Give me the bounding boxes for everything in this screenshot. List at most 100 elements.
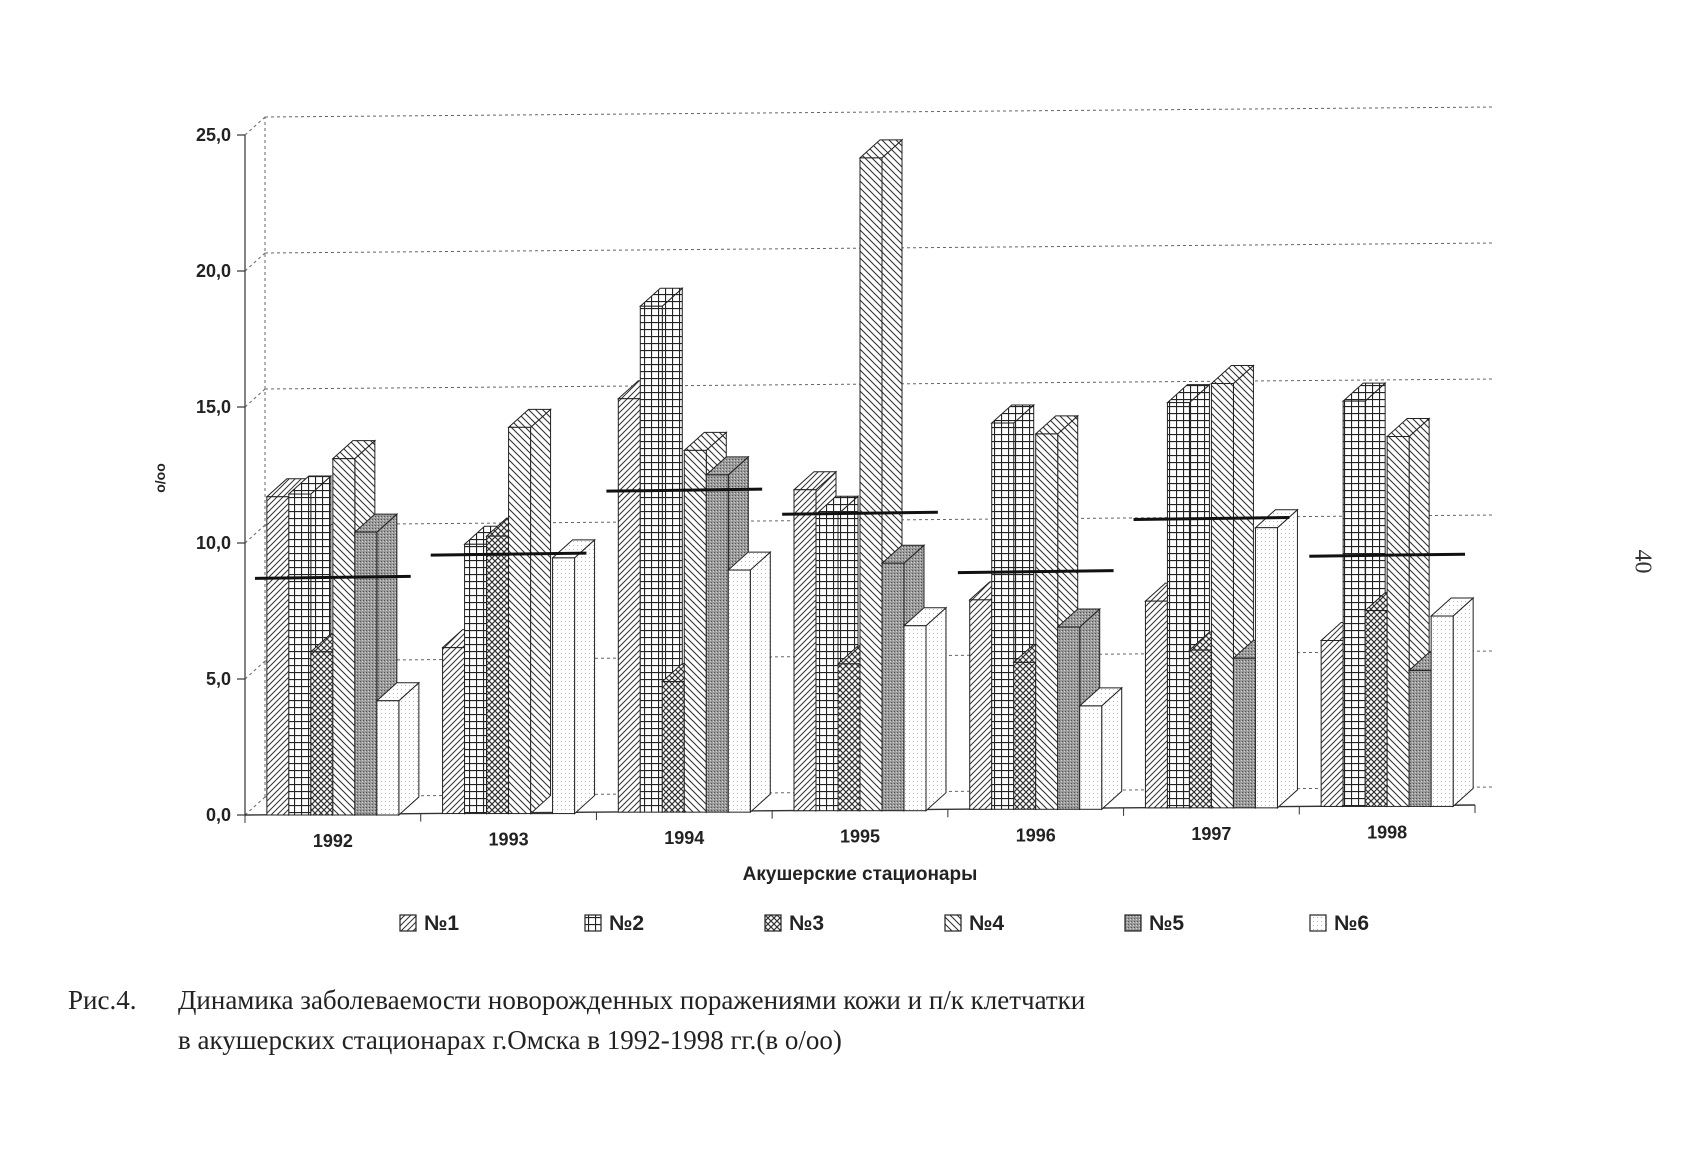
average-line — [1133, 516, 1290, 522]
bar-front — [705, 474, 729, 813]
legend-item: №4 — [944, 912, 1004, 935]
x-tick-label: 1997 — [1191, 824, 1231, 844]
legend-item: №3 — [764, 912, 824, 935]
legend-item: №5 — [1124, 912, 1184, 935]
bar-front — [1079, 705, 1103, 810]
legend: №1 №2 №3 №4 №5 №6 — [399, 912, 1369, 935]
bar-front — [661, 681, 685, 813]
legend-item: №1 — [399, 912, 459, 935]
bar-front — [310, 651, 334, 816]
legend-label: №1 — [424, 912, 459, 935]
average-line — [1309, 552, 1466, 558]
grid-line — [264, 106, 1496, 118]
bar-front — [815, 513, 839, 812]
bar-front — [903, 625, 927, 812]
average-line — [430, 551, 587, 557]
bar-front — [1057, 626, 1081, 810]
bar-front — [1144, 600, 1168, 809]
legend-item: №2 — [584, 912, 644, 935]
bar — [1078, 686, 1124, 811]
bar — [1254, 508, 1299, 809]
legend-label: №4 — [969, 912, 1004, 935]
legend-swatch — [1309, 914, 1327, 932]
bar-front — [639, 305, 663, 813]
bar-front — [837, 663, 861, 812]
grid-line-side — [244, 388, 266, 408]
page-number: 40 — [1629, 549, 1656, 574]
bar-front — [683, 449, 707, 813]
x-tick-label: 1993 — [489, 830, 529, 850]
bar-front — [464, 543, 488, 815]
grid-line-side — [244, 252, 266, 272]
legend-label: №2 — [609, 912, 644, 935]
average-line — [957, 569, 1114, 575]
grid-line-side — [244, 524, 266, 544]
caption-line-2: в акушерских стационарах г.Омска в 1992-… — [178, 1025, 842, 1055]
bar-front — [442, 647, 466, 815]
bar-front — [1364, 610, 1388, 807]
y-tick-label: 25,0 — [196, 125, 231, 145]
bars — [265, 138, 1475, 817]
bar-front — [508, 426, 532, 815]
bar — [551, 538, 596, 815]
bar-front — [1035, 433, 1059, 810]
bar-side — [1101, 686, 1123, 811]
y-axis-title: o/oo — [152, 463, 168, 493]
bar-front — [552, 557, 576, 815]
legend-swatch — [584, 914, 602, 932]
bar — [726, 550, 772, 814]
bar-front — [1210, 383, 1234, 809]
x-tick-label: 1992 — [313, 831, 353, 851]
legend-label: №3 — [789, 912, 824, 935]
average-line — [606, 487, 763, 493]
average-lines — [254, 487, 1466, 580]
axis-labels: 0,0 5,0 10,0 15,0 20,0 25,0 1992 1993 1994 1995 19… — [196, 125, 1407, 851]
bar-front — [266, 496, 290, 816]
bar-side — [574, 538, 596, 815]
y-tick-label: 15,0 — [196, 397, 231, 417]
legend-label: №6 — [1334, 912, 1369, 935]
legend-swatch — [764, 914, 782, 932]
legend-item: №6 — [1309, 912, 1369, 935]
legend-swatch — [399, 914, 417, 932]
bar-front — [354, 531, 378, 816]
bar-side — [1452, 596, 1474, 808]
bar — [1429, 596, 1475, 808]
y-tick-label: 10,0 — [196, 533, 231, 553]
average-line — [782, 510, 938, 516]
bar-front — [1232, 657, 1256, 809]
bar-front — [727, 569, 751, 813]
bar-front — [332, 458, 356, 816]
grid-line — [264, 378, 1496, 390]
bar-front — [793, 489, 817, 812]
grid-line — [264, 514, 1496, 526]
bar-front — [1342, 400, 1366, 807]
bar-front — [1013, 661, 1037, 810]
grid-line-side — [244, 660, 266, 680]
grid-line-side — [244, 116, 266, 136]
legend-label: №5 — [1149, 912, 1184, 935]
caption-line-1: Динамика заболеваемости новорожденных по… — [178, 985, 1086, 1015]
bar-side — [925, 606, 947, 812]
bar-side — [530, 408, 552, 815]
bar-front — [1408, 669, 1432, 807]
bar-front — [859, 157, 883, 812]
legend-swatch — [944, 914, 962, 932]
bar-front — [991, 422, 1015, 810]
bar — [902, 606, 948, 812]
bar-front — [1320, 640, 1344, 807]
bar-front — [1386, 436, 1410, 807]
caption-label: Рис.4. — [68, 985, 137, 1015]
x-tick-label: 1994 — [664, 828, 704, 848]
bar-front — [1254, 527, 1278, 809]
bar-front — [1430, 615, 1454, 807]
bar-front — [1166, 402, 1190, 809]
bar-side — [1276, 508, 1298, 809]
bar-front — [969, 599, 993, 810]
y-tick-label: 0,0 — [206, 805, 231, 825]
bar-front — [1188, 649, 1212, 809]
y-tick-label: 20,0 — [196, 261, 231, 281]
x-axis-title: Акушерские стационары — [743, 864, 978, 885]
bar-front — [288, 493, 312, 816]
